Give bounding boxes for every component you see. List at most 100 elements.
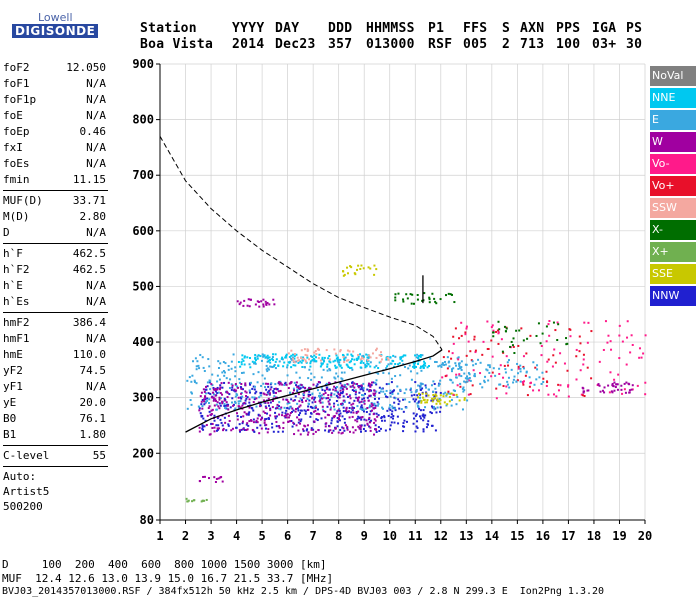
echo-point bbox=[339, 389, 342, 392]
echo-point bbox=[306, 398, 309, 401]
echo-point bbox=[374, 406, 377, 409]
echo-point bbox=[249, 419, 252, 422]
echo-point bbox=[267, 417, 270, 420]
echo-point bbox=[285, 354, 288, 357]
echo-point bbox=[365, 419, 368, 422]
echo-point bbox=[433, 408, 436, 411]
echo-point bbox=[209, 380, 212, 383]
echo-point bbox=[376, 415, 379, 418]
echo-point bbox=[416, 394, 419, 397]
echo-point bbox=[575, 348, 578, 351]
echo-point bbox=[371, 352, 374, 355]
echo-point bbox=[266, 354, 269, 357]
echo-point bbox=[336, 410, 339, 413]
echo-point bbox=[366, 362, 369, 365]
echo-point bbox=[333, 348, 336, 351]
echo-point bbox=[375, 412, 378, 415]
echo-point bbox=[271, 356, 274, 359]
echo-point bbox=[393, 365, 396, 368]
echo-point bbox=[242, 304, 245, 307]
echo-point bbox=[417, 360, 420, 363]
echo-point bbox=[216, 401, 219, 404]
echo-point bbox=[424, 364, 427, 367]
echo-point bbox=[360, 356, 363, 359]
echo-point bbox=[334, 377, 337, 380]
echo-point bbox=[396, 385, 399, 388]
echo-point bbox=[274, 383, 277, 386]
echo-point bbox=[329, 429, 332, 432]
echo-point bbox=[212, 391, 215, 394]
echo-point bbox=[412, 422, 415, 425]
echo-point bbox=[203, 390, 206, 393]
echo-point bbox=[219, 476, 222, 479]
echo-point bbox=[466, 375, 469, 378]
echo-point bbox=[327, 400, 330, 403]
echo-point bbox=[443, 401, 446, 404]
echo-point bbox=[611, 391, 614, 394]
x-tick-label: 15 bbox=[510, 529, 524, 543]
echo-point bbox=[448, 365, 451, 368]
echo-point bbox=[441, 362, 444, 365]
echo-point bbox=[265, 364, 268, 367]
echo-point bbox=[414, 354, 417, 357]
echo-point bbox=[535, 378, 538, 381]
echo-point bbox=[320, 363, 323, 366]
echo-point bbox=[567, 384, 570, 387]
echo-point bbox=[386, 409, 389, 412]
echo-point bbox=[209, 413, 212, 416]
echo-point bbox=[214, 390, 217, 393]
echo-point bbox=[392, 354, 395, 357]
echo-point bbox=[213, 393, 216, 396]
echo-point bbox=[219, 384, 222, 387]
echo-point bbox=[292, 421, 295, 424]
echo-point bbox=[384, 393, 387, 396]
echo-point bbox=[644, 381, 647, 384]
echo-point bbox=[403, 425, 406, 428]
echo-point bbox=[575, 355, 578, 358]
echo-point bbox=[193, 499, 196, 502]
echo-point bbox=[291, 356, 294, 359]
echo-point bbox=[420, 400, 423, 403]
echo-point bbox=[252, 385, 255, 388]
echo-point bbox=[450, 370, 453, 373]
echo-point bbox=[497, 332, 500, 335]
echo-point bbox=[208, 381, 211, 384]
echo-point bbox=[496, 329, 499, 332]
echo-point bbox=[336, 359, 339, 362]
echo-point bbox=[320, 417, 323, 420]
echo-point bbox=[455, 373, 458, 376]
echo-point bbox=[266, 431, 269, 434]
echo-point bbox=[357, 410, 360, 413]
echo-point bbox=[434, 429, 437, 432]
echo-point bbox=[256, 417, 259, 420]
echo-point bbox=[463, 389, 466, 392]
echo-point bbox=[199, 412, 202, 415]
echo-point bbox=[316, 348, 319, 351]
echo-point bbox=[371, 404, 374, 407]
echo-point bbox=[556, 321, 559, 324]
echo-point bbox=[291, 357, 294, 360]
echo-point bbox=[553, 348, 556, 351]
header-label-10: IGA bbox=[592, 21, 617, 36]
echo-point bbox=[213, 430, 216, 433]
echo-point bbox=[215, 399, 218, 402]
echo-point bbox=[464, 333, 467, 336]
echo-point bbox=[321, 358, 324, 361]
echo-point bbox=[422, 360, 425, 363]
echo-point bbox=[357, 398, 360, 401]
echo-point bbox=[293, 353, 296, 356]
echo-point bbox=[335, 385, 338, 388]
echo-point bbox=[394, 397, 397, 400]
echo-point bbox=[328, 425, 331, 428]
echo-point bbox=[204, 398, 207, 401]
echo-point bbox=[241, 354, 244, 357]
echo-point bbox=[332, 429, 335, 432]
echo-point bbox=[491, 355, 494, 358]
echo-point bbox=[368, 413, 371, 416]
echo-point bbox=[497, 342, 500, 345]
echo-point bbox=[486, 347, 489, 350]
echo-point bbox=[346, 411, 349, 414]
echo-point bbox=[311, 397, 314, 400]
echo-point bbox=[393, 389, 396, 392]
echo-point bbox=[290, 398, 293, 401]
